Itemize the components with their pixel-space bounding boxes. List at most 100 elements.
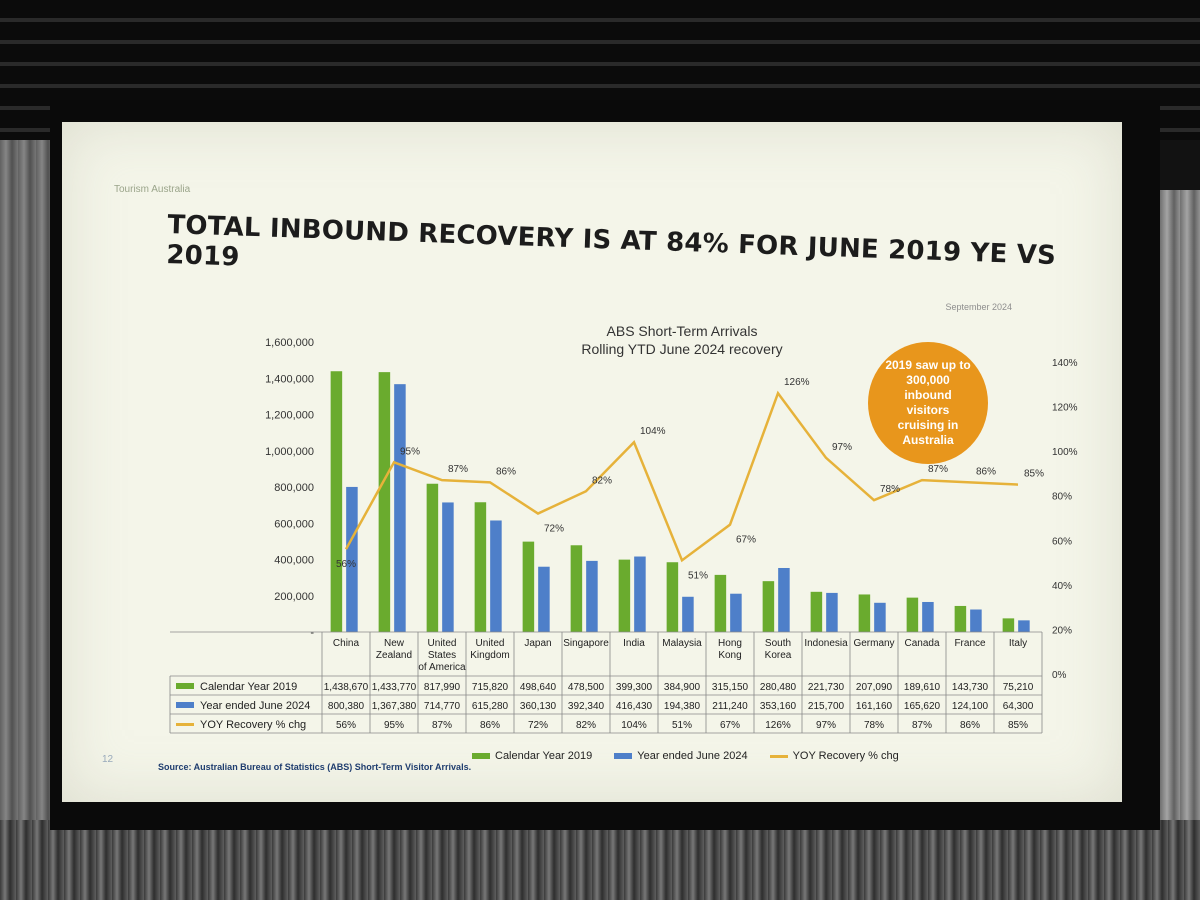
- bar-ye2024: [682, 596, 694, 632]
- yoy-data-label: 51%: [688, 570, 708, 581]
- table-category-label: United: [428, 638, 457, 649]
- table-cell: 161,160: [856, 701, 893, 712]
- table-cell: 715,820: [472, 682, 509, 693]
- table-cell: 360,130: [520, 701, 557, 712]
- right-axis-tick-label: 40%: [1052, 581, 1072, 592]
- table-cell: 384,900: [664, 682, 701, 693]
- table-category-label: Indonesia: [804, 638, 848, 649]
- bar-cal2019: [1002, 618, 1015, 632]
- yoy-data-label: 82%: [592, 475, 612, 486]
- bar-ye2024: [394, 384, 406, 632]
- legend-item-yoy: YOY Recovery % chg: [769, 750, 899, 762]
- yoy-data-label: 56%: [336, 559, 356, 570]
- table-cell: 124,100: [952, 701, 989, 712]
- table-cell: 86%: [960, 720, 980, 731]
- table-category-label: Kingdom: [470, 650, 509, 661]
- bar-ye2024: [538, 566, 550, 632]
- table-cell: 97%: [816, 720, 836, 731]
- table-row-label: Calendar Year 2019: [200, 681, 297, 693]
- bar-ye2024: [634, 556, 646, 632]
- legend-label-yoy: YOY Recovery % chg: [792, 750, 899, 762]
- bar-cal2019: [714, 574, 727, 632]
- left-axis-tick-label: 1,400,000: [265, 373, 314, 385]
- table-category-label: Italy: [1009, 638, 1027, 649]
- legend-item-cal2019: Calendar Year 2019: [472, 750, 592, 762]
- table-cell: 126%: [765, 720, 791, 731]
- bar-cal2019: [618, 559, 631, 632]
- table-category-label: South: [765, 638, 791, 649]
- table-cell: 1,367,380: [372, 701, 417, 712]
- table-category-label: Korea: [765, 650, 792, 661]
- left-axis-tick-label: -: [310, 627, 314, 639]
- table-category-label: Zealand: [376, 650, 412, 661]
- yoy-data-label: 95%: [400, 446, 420, 457]
- left-axis-tick-label: 400,000: [274, 555, 314, 567]
- yoy-line-group: 56% 95% 87% 86% 72% 82% 104% 51% 67% 126% 97% 78% 87…: [336, 377, 1044, 581]
- table-cell: 64,300: [1003, 701, 1034, 712]
- bar-ye2024: [874, 602, 886, 632]
- table-cell: 1,438,670: [324, 682, 369, 693]
- table-category-label: France: [954, 638, 986, 649]
- left-axis-tick-label: 1,600,000: [265, 337, 314, 349]
- cruise-badge: 2019 saw up to 300,000 inbound visitors …: [868, 342, 988, 464]
- presentation-slide: Tourism Australia TOTAL INBOUND RECOVERY…: [62, 122, 1122, 802]
- legend-swatch-yoy: [769, 754, 788, 758]
- bar-ye2024: [778, 567, 790, 632]
- table-cell: 399,300: [616, 682, 653, 693]
- bar-group: [330, 371, 1030, 632]
- table-category-label: New: [384, 638, 405, 649]
- table-category-label: Japan: [524, 638, 551, 649]
- source-note: Source: Australian Bureau of Statistics …: [158, 762, 472, 772]
- bar-cal2019: [858, 594, 871, 632]
- left-axis: - 200,000 400,000 600,000 800,000 1,000,000 1,…: [265, 337, 314, 639]
- table-category-label: States: [428, 650, 456, 661]
- yoy-data-label: 104%: [640, 426, 666, 437]
- table-cell: 800,380: [328, 701, 365, 712]
- table-cell: 280,480: [760, 682, 797, 693]
- legend-label-ye2024: Year ended June 2024: [637, 750, 748, 762]
- bar-ye2024: [970, 609, 982, 632]
- table-row-swatch: [176, 723, 194, 726]
- yoy-data-label: 86%: [976, 466, 996, 477]
- table-category-label: Malaysia: [662, 638, 702, 649]
- table-cell: 221,730: [808, 682, 845, 693]
- yoy-data-label: 67%: [736, 535, 756, 546]
- right-axis-tick-label: 60%: [1052, 536, 1072, 547]
- table-cell: 615,280: [472, 701, 509, 712]
- left-axis-tick-label: 200,000: [274, 591, 314, 603]
- table-cell: 207,090: [856, 682, 893, 693]
- bar-ye2024: [826, 592, 838, 632]
- table-cell: 353,160: [760, 701, 797, 712]
- left-axis-tick-label: 1,200,000: [265, 410, 314, 422]
- table-cell: 78%: [864, 720, 884, 731]
- table-cell: 215,700: [808, 701, 845, 712]
- bar-cal2019: [330, 371, 343, 632]
- yoy-data-label: 87%: [928, 464, 948, 475]
- right-axis-tick-label: 120%: [1052, 403, 1078, 414]
- table-cell: 51%: [672, 720, 692, 731]
- left-axis-tick-label: 1,000,000: [265, 446, 314, 458]
- legend-swatch-ye2024: [614, 753, 633, 759]
- bar-ye2024: [586, 560, 598, 632]
- bar-cal2019: [474, 502, 487, 632]
- bar-cal2019: [906, 597, 919, 632]
- chart-legend: Calendar Year 2019 Year ended June 2024 …: [472, 750, 899, 762]
- bar-ye2024: [346, 486, 358, 632]
- yoy-data-label: 97%: [832, 442, 852, 453]
- table-row-swatch: [176, 683, 194, 689]
- table-category-label: India: [623, 638, 645, 649]
- right-axis-tick-label: 20%: [1052, 625, 1072, 636]
- table-cell: 189,610: [904, 682, 941, 693]
- right-axis-tick-label: 0%: [1052, 670, 1067, 681]
- brand-label: Tourism Australia: [114, 184, 191, 195]
- bar-cal2019: [522, 541, 535, 632]
- table-cell: 87%: [912, 720, 932, 731]
- bar-ye2024: [922, 601, 934, 632]
- table-cell: 498,640: [520, 682, 557, 693]
- table-row-swatch: [176, 702, 194, 708]
- left-axis-tick-label: 600,000: [274, 518, 314, 530]
- table-row-label: YOY Recovery % chg: [200, 719, 306, 731]
- right-axis-tick-label: 100%: [1052, 447, 1078, 458]
- table-cell: 72%: [528, 720, 548, 731]
- bar-cal2019: [954, 605, 967, 632]
